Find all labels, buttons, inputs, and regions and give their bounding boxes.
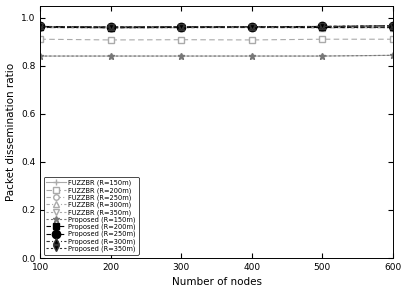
Legend: FUZZBR (R=150m), FUZZBR (R=200m), FUZZBR (R=250m), FUZZBR (R=300m), FUZZBR (R=35: FUZZBR (R=150m), FUZZBR (R=200m), FUZZBR… [44,177,139,255]
X-axis label: Number of nodes: Number of nodes [172,277,262,287]
Y-axis label: Packet dissemination ratio: Packet dissemination ratio [6,63,15,201]
